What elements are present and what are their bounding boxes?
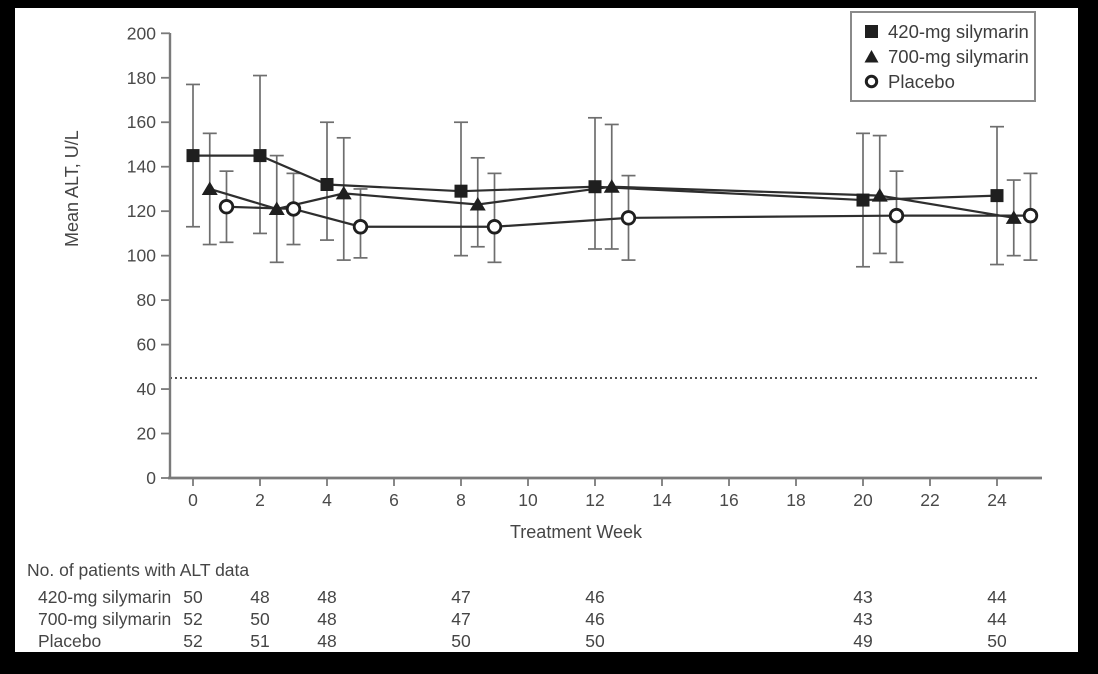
patient-count: 48 — [317, 631, 337, 651]
patients-table-row-label: 420-mg silymarin — [38, 587, 172, 607]
patient-count: 52 — [183, 631, 203, 651]
patient-count: 46 — [585, 587, 605, 607]
x-tick-label: 22 — [920, 490, 939, 510]
y-tick-label: 80 — [137, 290, 157, 310]
data-point-triangle — [603, 179, 620, 193]
y-tick-label: 100 — [127, 246, 156, 266]
data-point-square — [186, 149, 200, 163]
patient-count: 48 — [317, 609, 337, 629]
data-point-square — [856, 193, 870, 207]
y-tick-label: 160 — [127, 112, 156, 132]
patient-count: 52 — [183, 609, 203, 629]
data-point-circle — [620, 210, 637, 226]
patient-count: 50 — [183, 587, 203, 607]
x-tick-label: 18 — [786, 490, 805, 510]
data-point-circle — [888, 207, 905, 224]
patient-count: 48 — [250, 587, 270, 607]
x-tick-label: 12 — [585, 490, 604, 510]
filled-square-icon — [864, 24, 879, 39]
legend: 420-mg silymarin 700-mg silymarin Placeb… — [850, 11, 1036, 102]
x-tick-label: 20 — [853, 490, 873, 510]
patient-count: 44 — [987, 609, 1007, 629]
data-point-square — [588, 180, 602, 194]
data-point-circle — [352, 219, 369, 235]
data-point-triangle — [1005, 210, 1022, 224]
patients-table-row-label: Placebo — [38, 631, 102, 651]
open-circle-icon — [864, 74, 879, 89]
x-tick-label: 10 — [518, 490, 538, 510]
data-point-square — [990, 189, 1004, 203]
patient-count: 50 — [585, 631, 605, 651]
y-tick-label: 20 — [137, 424, 157, 444]
data-point-triangle — [871, 188, 888, 202]
patient-count: 50 — [250, 609, 270, 629]
patient-count: 49 — [853, 631, 873, 651]
legend-item: 700-mg silymarin — [864, 46, 1034, 67]
data-point-triangle — [201, 181, 218, 195]
patient-count: 44 — [987, 587, 1007, 607]
y-tick-label: 200 — [127, 23, 156, 43]
data-point-triangle — [335, 185, 352, 200]
y-tick-label: 40 — [137, 379, 157, 399]
x-axis-label: Treatment Week — [509, 522, 643, 542]
patient-count: 43 — [853, 609, 873, 629]
error-bar — [487, 172, 502, 264]
x-tick-label: 4 — [322, 490, 332, 510]
patient-count: 50 — [451, 631, 471, 651]
legend-item: Placebo — [864, 71, 1034, 92]
legend-item-label: 700-mg silymarin — [888, 46, 1029, 67]
x-tick-label: 8 — [456, 490, 466, 510]
patient-count: 46 — [585, 609, 605, 629]
data-point-square — [253, 149, 267, 163]
x-tick-label: 16 — [719, 490, 738, 510]
data-point-circle — [486, 219, 503, 235]
data-point-square — [454, 184, 468, 198]
data-point-circle — [285, 201, 302, 217]
legend-item-label: 420-mg silymarin — [888, 21, 1029, 42]
patient-count: 47 — [451, 609, 471, 629]
patients-table-row-label: 700-mg silymarin — [38, 609, 172, 629]
x-tick-label: 14 — [652, 490, 672, 510]
x-tick-label: 0 — [188, 490, 198, 510]
legend-item: 420-mg silymarin — [864, 21, 1034, 42]
filled-triangle-icon — [864, 49, 879, 64]
patient-count: 43 — [853, 587, 873, 607]
patient-count: 48 — [317, 587, 337, 607]
y-axis-label-text: Mean ALT, U/L — [62, 130, 82, 247]
patient-count: 50 — [987, 631, 1007, 651]
x-tick-label: 6 — [389, 490, 399, 510]
data-point-triangle — [268, 201, 285, 215]
y-tick-label: 60 — [137, 335, 157, 355]
data-point-circle — [218, 199, 235, 215]
legend-item-label: Placebo — [888, 71, 955, 92]
y-tick-label: 140 — [127, 157, 156, 177]
y-tick-label: 180 — [127, 68, 156, 88]
y-tick-label: 120 — [127, 201, 156, 221]
x-tick-label: 2 — [255, 490, 265, 510]
patient-count: 51 — [250, 631, 270, 651]
x-tick-label: 24 — [987, 490, 1007, 510]
patients-table-title: No. of patients with ALT data — [27, 560, 250, 580]
data-point-circle — [1022, 207, 1039, 224]
y-tick-label: 0 — [146, 468, 156, 488]
patient-count: 47 — [451, 587, 471, 607]
data-point-triangle — [469, 197, 486, 211]
data-point-square — [320, 177, 334, 191]
